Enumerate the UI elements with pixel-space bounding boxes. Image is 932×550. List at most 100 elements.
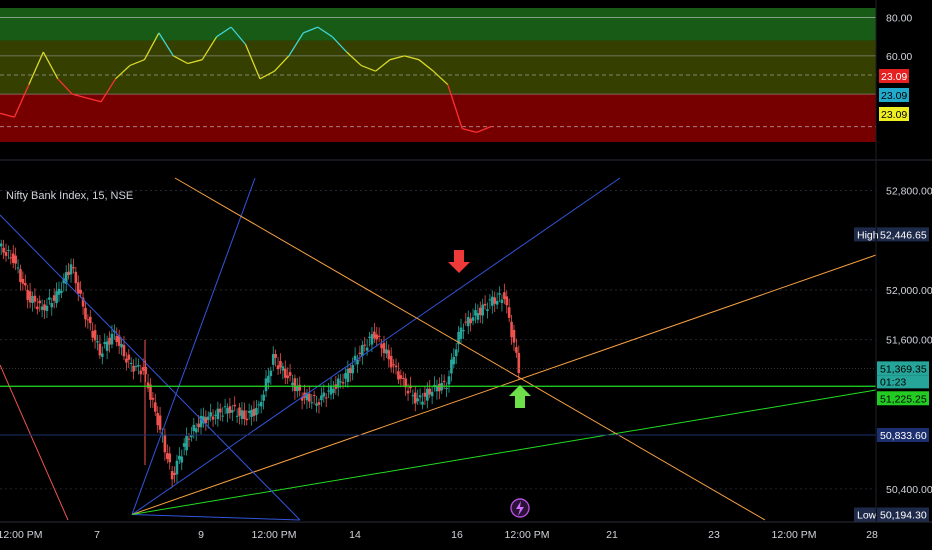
- candle-body: [67, 271, 70, 276]
- candle-body: [471, 317, 475, 321]
- candle-body: [223, 406, 227, 408]
- rsi-value-badge: [879, 107, 909, 121]
- candle-body: [185, 436, 188, 451]
- candle-body: [416, 398, 419, 402]
- price-level-badge: [877, 391, 929, 406]
- candle-body: [255, 407, 258, 416]
- candle-body: [238, 407, 241, 416]
- x-tick-label: 12:00 PM: [252, 529, 297, 541]
- fan-line-0: [131, 513, 301, 521]
- candle-body: [105, 341, 109, 351]
- candle-body: [151, 397, 155, 400]
- candle-body: [486, 309, 489, 311]
- candle-body: [312, 395, 316, 397]
- candle-body: [310, 402, 314, 404]
- rsi-segment: [129, 59, 145, 67]
- price-level-badge: [877, 361, 929, 376]
- x-tick-label: 14: [349, 529, 361, 541]
- candle-body: [173, 472, 176, 475]
- price-tick-label: 51,600.00: [886, 335, 932, 347]
- candle-body: [267, 375, 270, 383]
- candle-body: [40, 306, 44, 310]
- candle-body: [421, 401, 424, 405]
- rsi-zone-0: [0, 8, 876, 41]
- fan-line-3: [131, 254, 877, 515]
- candle-body: [481, 304, 484, 316]
- candle-body: [474, 310, 477, 316]
- candle-body: [81, 297, 85, 307]
- candle-body: [166, 453, 169, 460]
- candle-body: [385, 349, 388, 354]
- candle-body: [23, 282, 27, 286]
- candle-body: [52, 295, 56, 301]
- drawing-overlays: [0, 177, 877, 521]
- x-tick-label: 28: [866, 529, 878, 541]
- candle-body: [88, 316, 92, 324]
- candle-body: [257, 404, 261, 406]
- candle-body: [327, 390, 330, 392]
- fan-line-4: [131, 389, 877, 515]
- candle-body: [363, 344, 367, 346]
- rsi-value-badge: [879, 69, 909, 83]
- rsi-segment: [42, 51, 59, 80]
- candle-body: [399, 375, 403, 379]
- price-tick-label: 52,000.00: [886, 285, 932, 297]
- candle-body: [438, 383, 441, 392]
- candle-body: [320, 395, 323, 401]
- rsi-segment: [331, 36, 348, 53]
- rsi-segment: [115, 64, 131, 80]
- candle-body: [132, 365, 135, 372]
- candle-body: [45, 305, 49, 312]
- candle-body: [245, 418, 249, 421]
- candle-body: [447, 376, 451, 385]
- candle-body: [74, 271, 78, 284]
- candle-body: [332, 388, 335, 393]
- candle-body: [182, 443, 186, 447]
- fan-line-descending: [0, 214, 301, 521]
- candle-body: [180, 456, 184, 463]
- candle-body: [21, 278, 25, 284]
- candle-body: [370, 334, 374, 345]
- rsi-segment: [259, 70, 275, 80]
- candle-body: [197, 423, 200, 428]
- rsi-segment: [476, 125, 492, 134]
- candle-body: [76, 282, 80, 294]
- candle-body: [43, 304, 46, 311]
- candle-body: [300, 396, 304, 401]
- candle-body: [450, 359, 453, 374]
- level-tag-badge: [854, 507, 876, 522]
- candle-body: [110, 333, 114, 345]
- candle-body: [226, 407, 229, 414]
- candle-body: [137, 364, 140, 367]
- candle-body: [243, 410, 246, 420]
- candle-body: [57, 288, 61, 295]
- rsi-segment: [0, 112, 15, 118]
- candle-body: [62, 278, 66, 284]
- candle-body: [356, 359, 359, 365]
- buy-arrow-icon: [509, 385, 531, 408]
- fan-line-2: [131, 177, 621, 515]
- rsi-segment: [13, 84, 30, 118]
- rsi-value-label: 23.09: [881, 71, 907, 83]
- candle-body: [235, 415, 239, 417]
- level-tag-label: Low: [857, 509, 877, 521]
- candle-body: [365, 347, 369, 351]
- rsi-segment: [86, 97, 102, 103]
- candle-body: [478, 307, 482, 316]
- candle-body: [322, 392, 326, 397]
- candle-body: [28, 291, 32, 303]
- candle-body: [170, 471, 174, 480]
- price-panel: [0, 190, 876, 490]
- candle-body: [406, 390, 410, 394]
- candle-body: [79, 289, 82, 294]
- rsi-segment: [303, 26, 319, 34]
- rsi-segment: [143, 32, 160, 60]
- candle-body: [120, 344, 123, 348]
- candle-body: [262, 394, 265, 401]
- candle-body: [64, 272, 68, 284]
- fan-line-1: [131, 177, 256, 515]
- candle-body: [86, 319, 90, 321]
- candle-body: [60, 290, 63, 293]
- candle-body: [315, 403, 318, 406]
